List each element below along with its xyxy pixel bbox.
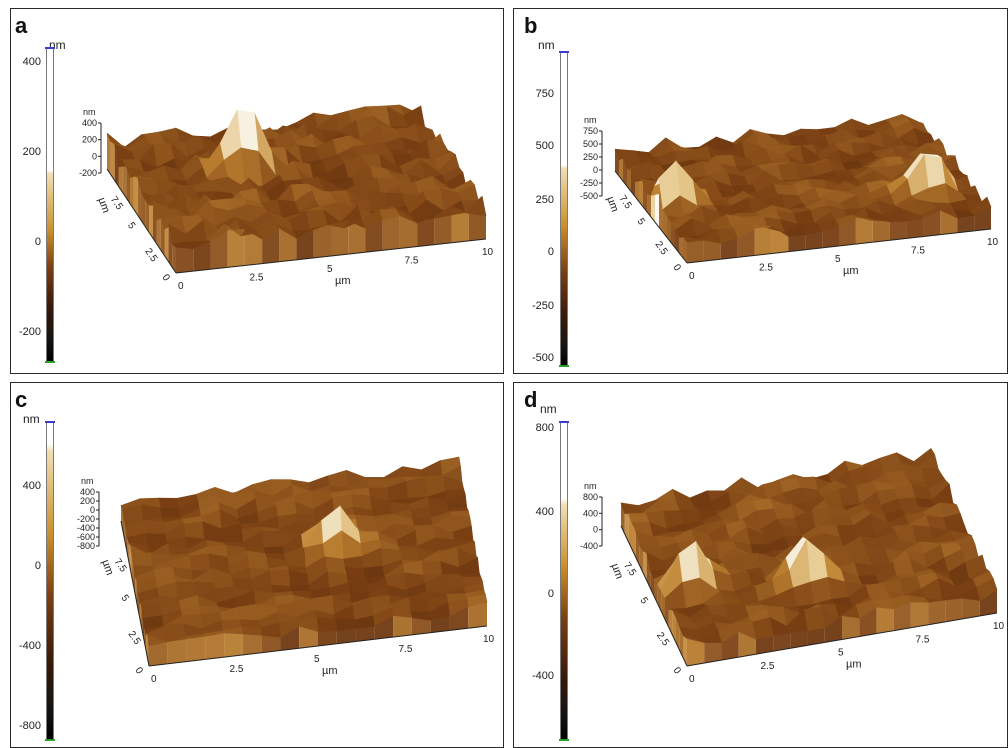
x-axis-label: µm — [846, 659, 862, 671]
x-tick-label: 10 — [483, 634, 495, 645]
x-tick-label: 10 — [987, 237, 999, 248]
x-tick-label: 0 — [689, 271, 695, 282]
z-tick-label: 750 — [583, 126, 598, 136]
x-tick-label: 7.5 — [405, 256, 419, 267]
x-tick-label: 0 — [178, 281, 184, 292]
x-axis-label: µm — [335, 275, 351, 287]
x-tick-label: 7.5 — [399, 644, 413, 655]
y-tick-label: 5 — [119, 593, 131, 604]
z-tick-label: 0 — [593, 525, 598, 535]
x-tick-label: 5 — [835, 254, 841, 265]
z-tick-label: 800 — [583, 492, 598, 502]
x-tick-label: 2.5 — [759, 263, 773, 274]
z-tick-label: 500 — [583, 139, 598, 149]
z-unit-label: nm — [81, 476, 94, 486]
x-tick-label: 5 — [838, 648, 844, 659]
x-tick-label: 7.5 — [911, 246, 925, 257]
y-tick-label: 5 — [638, 595, 650, 606]
x-tick-label: 0 — [151, 674, 157, 685]
y-tick-label: 5 — [635, 216, 647, 227]
y-tick-label: 0 — [671, 665, 683, 676]
surface-plot-3d: 02.557.510µm02.557.5µmnm7505002500-250-5… — [514, 9, 1008, 374]
y-tick-label: 2.5 — [654, 630, 671, 648]
x-tick-label: 2.5 — [761, 661, 775, 672]
x-tick-label: 7.5 — [916, 634, 930, 645]
z-tick-label: -200 — [79, 168, 97, 178]
y-tick-label: 2.5 — [653, 239, 670, 257]
z-tick-label: 200 — [82, 135, 97, 145]
surface-mesh — [121, 457, 487, 646]
z-unit-label: nm — [584, 115, 597, 125]
x-tick-label: 5 — [314, 654, 320, 665]
y-tick-label: 2.5 — [126, 629, 143, 647]
z-tick-label: 400 — [82, 118, 97, 128]
z-tick-label: -500 — [580, 191, 598, 201]
x-axis-label: µm — [843, 265, 859, 277]
z-tick-label: -250 — [580, 178, 598, 188]
z-tick-label: 0 — [593, 165, 598, 175]
x-axis-label: µm — [322, 665, 338, 677]
surface-plot-3d: 02.557.510µm02.557.5µmnm4002000-200-400-… — [11, 383, 504, 748]
y-tick-label: 2.5 — [142, 246, 159, 264]
x-tick-label: 10 — [993, 621, 1005, 632]
x-tick-label: 2.5 — [250, 273, 264, 284]
y-tick-label: 0 — [671, 262, 683, 273]
z-tick-label: -400 — [580, 541, 598, 551]
z-tick-label: -800 — [77, 541, 95, 551]
x-tick-label: 5 — [327, 264, 333, 275]
z-tick-label: 400 — [583, 508, 598, 518]
x-tick-label: 2.5 — [230, 664, 244, 675]
z-tick-label: 250 — [583, 152, 598, 162]
y-tick-label: 0 — [133, 665, 145, 676]
z-tick-label: 0 — [92, 151, 97, 161]
y-tick-label: 5 — [125, 220, 137, 231]
z-unit-label: nm — [83, 107, 96, 117]
z-unit-label: nm — [584, 481, 597, 491]
x-tick-label: 10 — [482, 247, 494, 258]
y-tick-label: 0 — [160, 272, 172, 283]
x-tick-label: 0 — [689, 674, 695, 685]
